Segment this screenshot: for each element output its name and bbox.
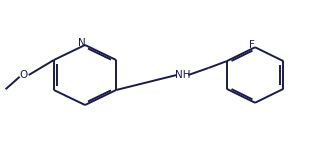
Text: F: F <box>249 40 255 50</box>
Text: O: O <box>19 70 28 80</box>
Text: N: N <box>78 39 86 48</box>
Text: NH: NH <box>175 70 190 80</box>
